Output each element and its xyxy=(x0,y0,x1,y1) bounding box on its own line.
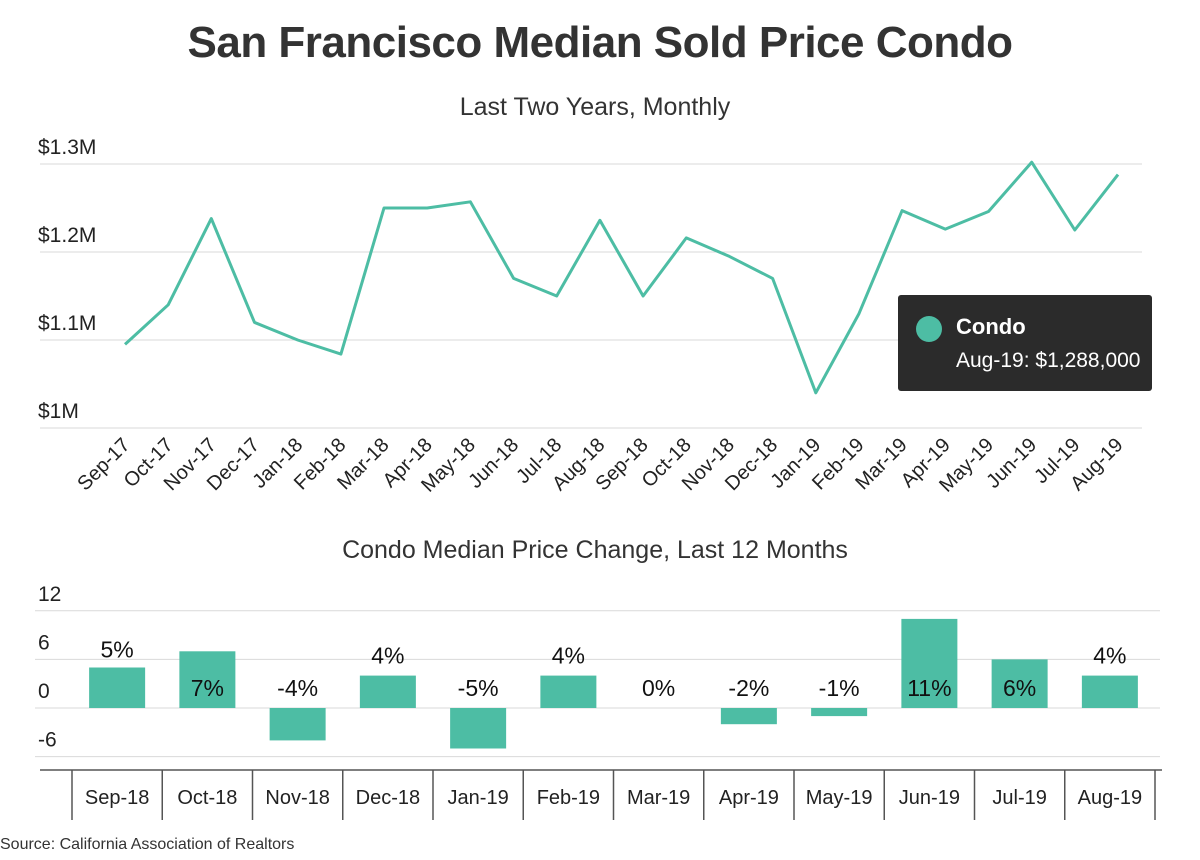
bar-y-tick-label: 12 xyxy=(38,583,61,606)
bar xyxy=(811,708,868,717)
line-chart-subtitle: Last Two Years, Monthly xyxy=(459,93,731,121)
source-note: Source: California Association of Realto… xyxy=(0,836,295,853)
bar xyxy=(89,667,146,708)
bar-y-tick-label: 0 xyxy=(38,680,50,703)
bar-data-label: 7% xyxy=(191,675,224,701)
bar-data-label: 11% xyxy=(907,675,951,701)
bar xyxy=(1081,675,1138,708)
bar xyxy=(269,708,326,741)
bar-data-label: 5% xyxy=(101,637,134,663)
line-chart-x-axis: Sep-17Oct-17Nov-17Dec-17Jan-18Feb-18Mar-… xyxy=(73,434,1127,497)
line-x-tick-label: Sep-17 xyxy=(73,434,134,495)
line-y-tick-label: $1.3M xyxy=(38,136,96,159)
line-chart-y-axis: $1M $1.1M $1.2M $1.3M xyxy=(38,136,96,423)
bar xyxy=(991,659,1048,708)
bar xyxy=(540,675,597,708)
bar xyxy=(720,708,777,725)
bar xyxy=(179,651,236,708)
bar-x-tick-label: Mar-19 xyxy=(627,787,690,809)
bar-chart-y-axis: -6 0 6 12 xyxy=(38,583,61,752)
bar-data-label: -1% xyxy=(819,675,860,701)
bar-data-label: -2% xyxy=(728,675,769,701)
bar-x-tick-label: Feb-19 xyxy=(537,787,600,809)
bar-y-tick-label: 6 xyxy=(38,631,50,654)
bar-chart-title: Condo Median Price Change, Last 12 Month… xyxy=(342,536,848,564)
bar-y-tick-label: -6 xyxy=(38,729,57,752)
bar-data-label: 4% xyxy=(1093,643,1126,669)
line-y-tick-label: $1.2M xyxy=(38,224,96,247)
bar-data-label: -4% xyxy=(277,675,318,701)
condo-series-line xyxy=(123,160,1120,395)
bar-data-label: 6% xyxy=(1003,675,1036,701)
bar-chart-x-axis: Sep-18 Oct-18 Nov-18 Dec-18 Jan-19 Feb-19 Mar-… xyxy=(40,769,1162,820)
bar-x-tick-label: Apr-19 xyxy=(719,787,779,809)
chart-title: San Francisco Median Sold Price Condo xyxy=(187,18,1014,67)
bar xyxy=(359,675,416,708)
bar-x-tick-label: Aug-19 xyxy=(1078,787,1143,809)
bar-x-tick-label: Sep-18 xyxy=(85,787,150,809)
bar xyxy=(901,618,958,708)
bar-data-label: -5% xyxy=(458,675,499,701)
bar xyxy=(450,708,507,749)
bar-data-label: 4% xyxy=(552,643,585,669)
bar-data-label: 4% xyxy=(371,643,404,669)
bar-x-tick-label: Dec-18 xyxy=(356,787,420,809)
tooltip: Condo Aug-19: $1,288,000 xyxy=(898,295,1152,391)
line-y-tick-label: $1.1M xyxy=(38,312,96,335)
bar-data-label: 0% xyxy=(642,675,675,701)
bar-x-tick-label: Nov-18 xyxy=(265,787,329,809)
bar-x-tick-label: Jun-19 xyxy=(899,787,960,809)
tooltip-series-name: Condo xyxy=(956,314,1026,339)
bar-x-tick-label: Jul-19 xyxy=(992,787,1046,809)
bar-x-tick-label: Oct-18 xyxy=(177,787,237,809)
bar-x-tick-label: Jan-19 xyxy=(448,787,509,809)
bar-x-tick-label: May-19 xyxy=(806,787,873,809)
tooltip-value: Aug-19: $1,288,000 xyxy=(956,349,1141,372)
line-y-tick-label: $1M xyxy=(38,400,79,423)
line-chart-series xyxy=(123,160,1120,395)
series-dot-icon xyxy=(916,316,942,342)
bar-chart-bars: 5% 7% -4% 4% -5% 4% 0% -2% -1% 11% 6% 4% xyxy=(89,618,1138,749)
